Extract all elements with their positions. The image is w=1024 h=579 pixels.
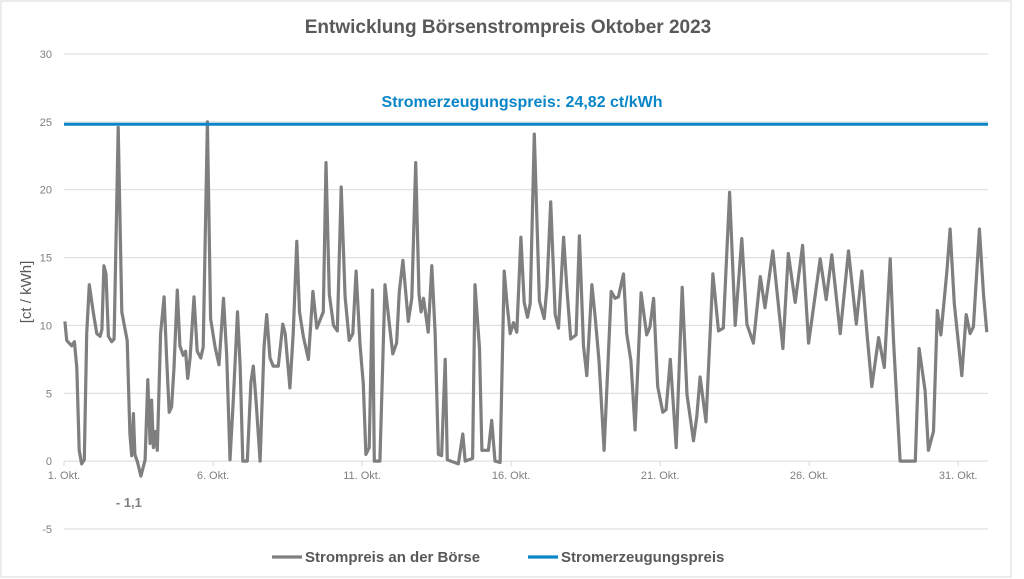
y-tick-label: 20	[40, 185, 52, 197]
y-tick-label: 5	[46, 388, 52, 400]
x-tick-label: 31. Okt.	[939, 470, 978, 482]
x-tick-label: 21. Okt.	[641, 470, 680, 482]
y-tick-label: 30	[40, 49, 52, 61]
gridlines	[64, 53, 988, 530]
series-line-strompreis-boerse	[63, 120, 989, 478]
x-tick-label: 16. Okt.	[492, 470, 531, 482]
x-tick-label: 26. Okt.	[790, 470, 829, 482]
x-tick-label: 6. Okt.	[197, 470, 229, 482]
x-tick-label: 11. Okt.	[343, 470, 381, 482]
min-value-annotation: - 1,1	[116, 495, 142, 510]
x-axis-ticks: 1. Okt. 6. Okt. 11. Okt. 16. Okt. 21. Okt. 26…	[48, 461, 978, 482]
y-axis-ticks: -5 0 5 10 15 20 25 30	[40, 49, 52, 536]
legend-label-boerse: Strompreis an der Börse	[305, 549, 480, 566]
chart-title: Entwicklung Börsenstrompreis Oktober 202…	[305, 17, 712, 38]
y-tick-label: 0	[46, 456, 52, 468]
x-tick-label: 1. Okt.	[48, 470, 80, 482]
y-tick-label: 15	[40, 253, 52, 265]
y-tick-label: 10	[40, 320, 52, 332]
y-axis-label: [ct / kWh]	[18, 261, 35, 324]
reference-line-label: Stromerzeugungspreis: 24,82 ct/kWh	[382, 94, 663, 111]
legend: Strompreis an der Börse Stromerzeugungsp…	[272, 549, 724, 566]
y-tick-label: -5	[42, 524, 52, 536]
legend-label-erzeugung: Stromerzeugungspreis	[561, 549, 724, 566]
y-tick-label: 25	[40, 117, 52, 129]
